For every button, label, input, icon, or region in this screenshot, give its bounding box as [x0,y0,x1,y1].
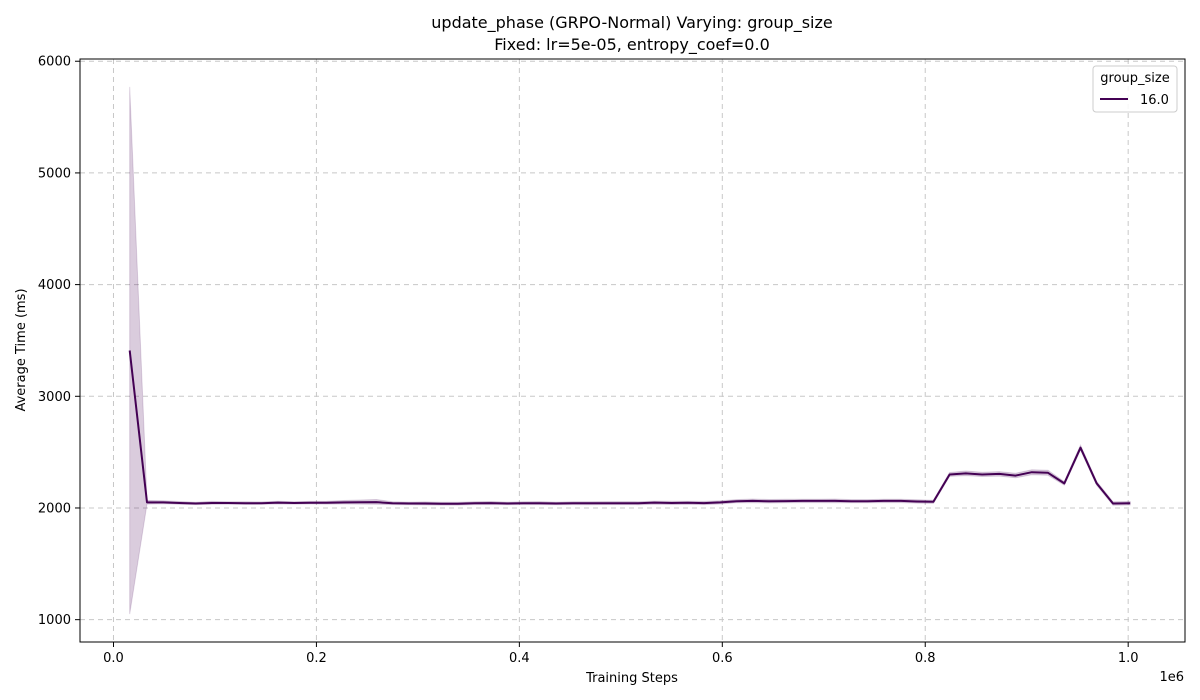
y-tick-label: 3000 [38,390,71,405]
chart-subtitle: Fixed: lr=5e-05, entropy_coef=0.0 [494,35,770,55]
axes: 0.0 0.2 0.4 0.6 0.8 1.0 1000 2000 3000 4000 5000 60… [38,55,1139,666]
y-tick-label: 2000 [38,501,71,516]
y-tick-label: 1000 [38,613,71,628]
legend-label-16: 16.0 [1140,93,1169,108]
x-tick-label: 0.0 [103,651,124,666]
series-line-0 [128,350,1131,505]
y-tick-label: 6000 [38,55,71,70]
x-tick-label: 0.6 [712,651,733,666]
legend: group_size 16.0 [1092,65,1178,113]
series-line-layer [128,350,1131,505]
grid [80,59,1185,642]
plot-frame [79,58,1186,643]
x-tick-label: 1.0 [1118,651,1139,666]
confidence-band-0 [129,86,1131,615]
legend-title: group_size [1100,71,1169,86]
chart-title: update_phase (GRPO-Normal) Varying: grou… [431,13,832,33]
x-tick-label: 0.8 [915,651,936,666]
y-tick-label: 4000 [38,278,71,293]
legend-box [1092,65,1178,113]
confidence-band-layer [129,86,1131,615]
y-tick-label: 5000 [38,166,71,181]
x-axis-multiplier: 1e6 [1159,670,1184,685]
x-tick-label: 0.2 [306,651,327,666]
x-tick-label: 0.4 [509,651,530,666]
y-axis-label: Average Time (ms) [14,288,29,411]
x-axis-label: Training Steps [585,671,678,686]
